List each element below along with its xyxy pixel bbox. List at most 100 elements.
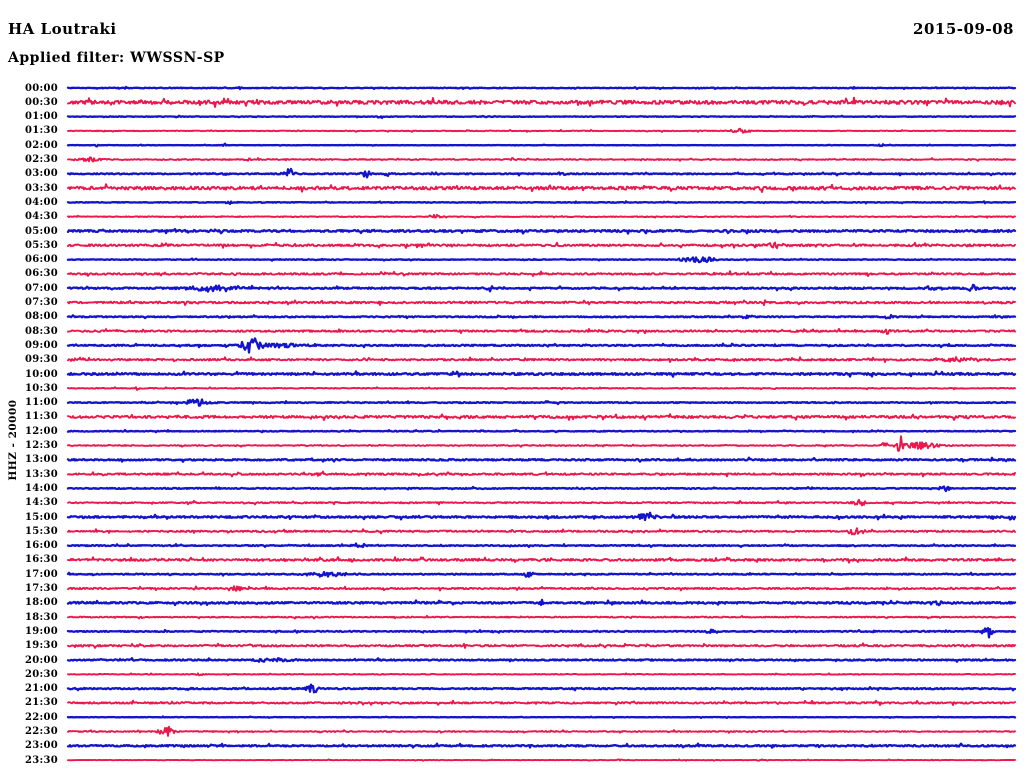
seismogram-trace-1830 bbox=[67, 614, 1016, 620]
time-label: 06:00 bbox=[24, 254, 58, 266]
time-label: 00:00 bbox=[24, 82, 58, 94]
seismogram-trace-2030 bbox=[67, 672, 1016, 677]
time-label: 21:30 bbox=[24, 697, 58, 709]
time-label: 01:00 bbox=[24, 111, 58, 123]
time-label: 03:00 bbox=[24, 168, 58, 180]
time-label: 16:00 bbox=[24, 540, 58, 552]
time-label: 21:00 bbox=[24, 683, 58, 695]
time-label: 12:00 bbox=[24, 425, 58, 437]
seismogram-trace-0900 bbox=[66, 337, 1017, 354]
seismogram-trace-1100 bbox=[66, 398, 1017, 407]
seismogram-trace-0200 bbox=[66, 142, 1017, 148]
seismogram-trace-1800 bbox=[66, 598, 1017, 607]
time-label: 10:30 bbox=[24, 382, 58, 394]
time-label: 20:30 bbox=[24, 668, 58, 680]
report-date: 2015-09-08 bbox=[913, 20, 1014, 38]
seismogram-trace-0500 bbox=[66, 227, 1017, 235]
time-label: 22:30 bbox=[24, 726, 58, 737]
time-label: 03:30 bbox=[24, 182, 58, 194]
seismogram-trace-0100 bbox=[66, 114, 1017, 120]
time-label: 04:30 bbox=[24, 211, 58, 223]
time-label: 08:30 bbox=[24, 325, 58, 337]
seismogram-trace-2200 bbox=[66, 715, 1017, 720]
seismogram-trace-0230 bbox=[67, 156, 1016, 163]
time-label: 13:30 bbox=[24, 468, 58, 480]
time-label: 14:00 bbox=[24, 482, 58, 494]
seismogram-trace-0800 bbox=[66, 313, 1017, 320]
seismogram-trace-1630 bbox=[67, 556, 1016, 564]
time-label: 05:00 bbox=[24, 225, 58, 237]
time-label: 14:30 bbox=[24, 497, 58, 509]
time-label: 05:30 bbox=[24, 239, 58, 251]
seismogram-trace-0930 bbox=[67, 356, 1016, 363]
seismogram-trace-1330 bbox=[67, 470, 1016, 478]
time-label: 11:30 bbox=[24, 411, 58, 423]
seismogram-trace-1930 bbox=[67, 642, 1016, 649]
seismogram-trace-2100 bbox=[66, 683, 1017, 694]
station-title: HA Loutraki bbox=[8, 20, 117, 38]
seismogram-trace-0430 bbox=[67, 213, 1016, 219]
seismogram-trace-2230 bbox=[67, 725, 1016, 737]
time-label: 23:00 bbox=[24, 740, 58, 752]
time-label: 11:00 bbox=[24, 397, 58, 409]
time-label: 04:00 bbox=[24, 196, 58, 208]
time-label: 15:00 bbox=[24, 511, 58, 523]
seismogram-trace-0330 bbox=[67, 183, 1016, 193]
seismogram-trace-0830 bbox=[67, 327, 1016, 335]
seismogram-trace-1730 bbox=[67, 585, 1016, 592]
time-label: 06:30 bbox=[24, 268, 58, 280]
seismogram-trace-0700 bbox=[66, 283, 1017, 293]
seismogram-trace-0600 bbox=[66, 256, 1017, 264]
seismogram-trace-1130 bbox=[67, 413, 1016, 421]
seismogram-trace-0400 bbox=[66, 200, 1017, 206]
seismogram-trace-0030 bbox=[67, 96, 1016, 108]
time-label: 16:30 bbox=[24, 554, 58, 566]
time-label: 18:00 bbox=[24, 597, 58, 609]
seismogram-trace-1230 bbox=[67, 435, 1016, 452]
seismogram-trace-1500 bbox=[66, 511, 1017, 522]
time-label: 02:00 bbox=[24, 139, 58, 151]
time-label: 07:00 bbox=[24, 282, 58, 294]
time-label: 19:00 bbox=[24, 625, 58, 637]
time-label: 17:30 bbox=[24, 583, 58, 594]
seismogram-trace-2000 bbox=[66, 657, 1017, 663]
seismogram-trace-1530 bbox=[67, 527, 1016, 536]
seismogram-trace-2300 bbox=[66, 742, 1017, 749]
time-label: 12:30 bbox=[24, 440, 58, 451]
time-label: 10:00 bbox=[24, 368, 58, 380]
time-label: 02:30 bbox=[24, 154, 58, 165]
seismogram-trace-1000 bbox=[66, 370, 1017, 378]
seismogram-trace-0130 bbox=[67, 127, 1016, 134]
seismogram-trace-0630 bbox=[67, 270, 1016, 278]
time-label: 17:00 bbox=[24, 568, 58, 580]
seismogram-trace-1900 bbox=[66, 627, 1017, 639]
seismogram-trace-0730 bbox=[67, 299, 1016, 307]
time-label: 22:00 bbox=[24, 711, 58, 723]
time-label: 13:00 bbox=[24, 454, 58, 466]
time-label: 09:30 bbox=[24, 354, 58, 366]
seismogram-trace-1300 bbox=[66, 456, 1017, 463]
time-label: 08:00 bbox=[24, 311, 58, 323]
time-label: 00:30 bbox=[24, 96, 58, 108]
seismogram-trace-2130 bbox=[67, 699, 1016, 706]
time-label: 18:30 bbox=[24, 611, 58, 623]
seismogram-trace-0530 bbox=[67, 241, 1016, 250]
time-label: 01:30 bbox=[24, 125, 58, 137]
time-label: 15:30 bbox=[24, 525, 58, 537]
seismogram-trace-1430 bbox=[67, 498, 1016, 507]
seismogram-trace-2330 bbox=[67, 758, 1016, 762]
time-label: 07:30 bbox=[24, 297, 58, 308]
time-label: 09:00 bbox=[24, 339, 58, 351]
seismogram-trace-1700 bbox=[66, 570, 1017, 578]
seismogram-trace-0000 bbox=[66, 85, 1017, 91]
time-label: 23:30 bbox=[24, 754, 58, 766]
time-label: 19:30 bbox=[24, 640, 58, 652]
seismogram-trace-1400 bbox=[66, 485, 1017, 493]
seismogram-trace-0300 bbox=[66, 167, 1017, 179]
seismogram-trace-1200 bbox=[66, 428, 1017, 434]
seismogram-trace-1600 bbox=[66, 542, 1017, 549]
applied-filter-label: Applied filter: WWSSN-SP bbox=[8, 50, 225, 66]
time-label: 20:00 bbox=[24, 654, 58, 666]
seismogram-trace-1030 bbox=[67, 386, 1016, 391]
